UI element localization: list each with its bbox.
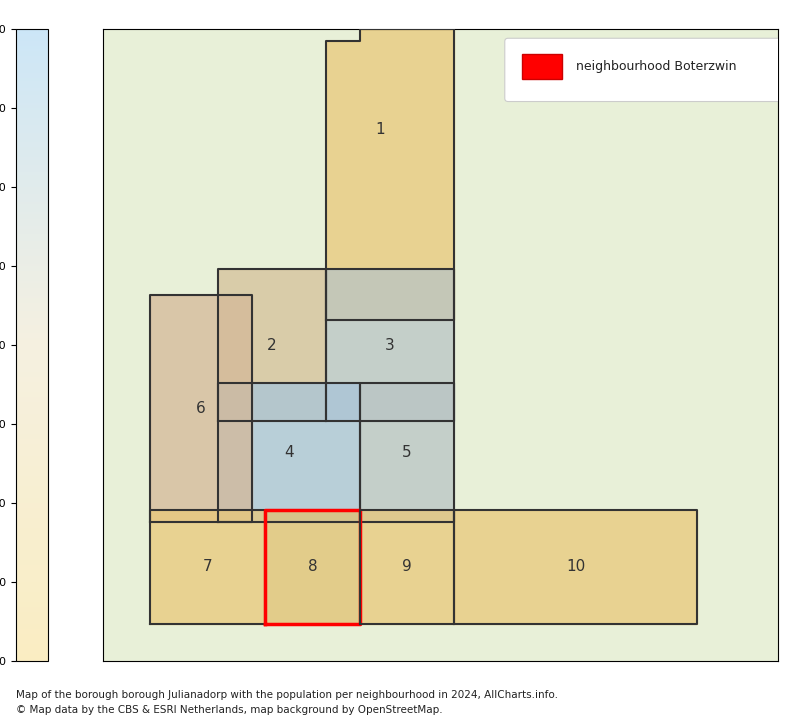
Text: 5: 5 [402,445,412,460]
Text: Map of the borough borough Julianadorp with the population per neighbourhood in : Map of the borough borough Julianadorp w… [16,690,558,700]
Polygon shape [265,510,360,623]
Polygon shape [326,29,454,320]
Polygon shape [150,510,265,623]
Text: neighbourhood Boterzwin: neighbourhood Boterzwin [576,60,736,73]
Text: 6: 6 [196,401,206,416]
Bar [522,54,562,79]
Text: 9: 9 [402,559,412,574]
Text: 8: 8 [307,559,318,574]
Text: 4: 4 [284,445,294,460]
FancyBboxPatch shape [505,38,781,101]
Polygon shape [150,295,252,522]
Polygon shape [326,269,454,421]
Text: 10: 10 [566,559,585,574]
Polygon shape [218,269,326,421]
Polygon shape [454,510,697,623]
Polygon shape [218,383,360,522]
Polygon shape [360,510,454,623]
Polygon shape [360,383,454,522]
Text: © Map data by the CBS & ESRI Netherlands, map background by OpenStreetMap.: © Map data by the CBS & ESRI Netherlands… [16,705,442,715]
Text: 3: 3 [385,338,395,352]
Text: 1: 1 [375,122,385,137]
Text: 2: 2 [267,338,277,352]
Text: 7: 7 [203,559,213,574]
